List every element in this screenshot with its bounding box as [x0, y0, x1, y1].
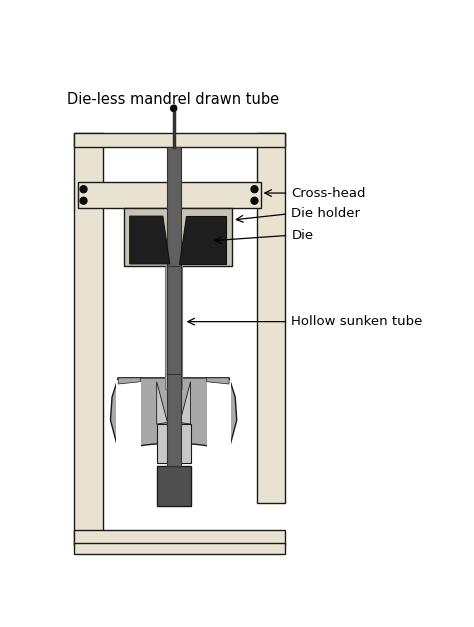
Text: Hollow sunken tube: Hollow sunken tube — [292, 315, 423, 328]
Bar — [157, 466, 191, 507]
Circle shape — [251, 198, 258, 204]
Bar — [165, 266, 182, 386]
Polygon shape — [130, 216, 170, 264]
Bar — [207, 380, 231, 461]
Bar — [74, 133, 285, 147]
Polygon shape — [179, 216, 226, 264]
Bar — [78, 181, 261, 208]
Text: Die holder: Die holder — [292, 208, 360, 220]
Text: Cross-head: Cross-head — [292, 187, 366, 199]
Bar — [167, 147, 181, 378]
Polygon shape — [180, 382, 191, 424]
Circle shape — [80, 198, 87, 204]
Bar — [257, 133, 285, 503]
Text: Die-less mandrel drawn tube: Die-less mandrel drawn tube — [66, 92, 279, 107]
Bar — [116, 380, 140, 461]
Circle shape — [251, 186, 258, 192]
Bar — [74, 133, 103, 545]
Text: Die: Die — [292, 229, 314, 242]
Bar — [74, 530, 285, 545]
Polygon shape — [110, 378, 237, 455]
Polygon shape — [207, 378, 229, 384]
Bar — [167, 374, 181, 466]
Bar — [167, 266, 181, 386]
Bar — [74, 544, 285, 554]
Circle shape — [171, 105, 177, 112]
Bar — [157, 424, 191, 463]
Bar — [165, 374, 182, 389]
Polygon shape — [118, 378, 140, 384]
Polygon shape — [157, 382, 167, 424]
Circle shape — [80, 186, 87, 192]
Bar — [124, 208, 232, 266]
